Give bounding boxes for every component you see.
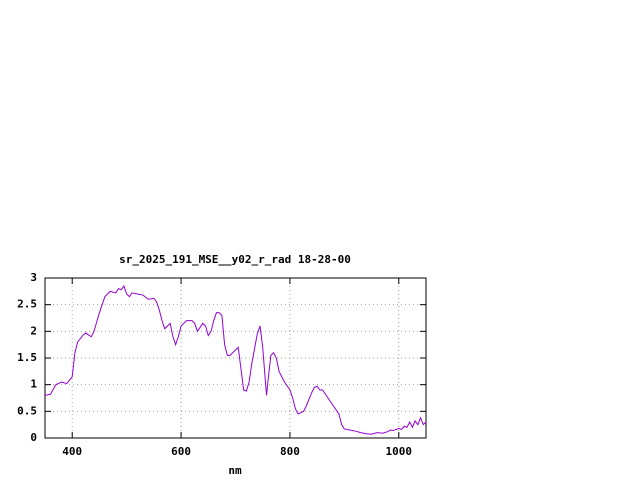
x-tick-label: 600	[171, 445, 191, 458]
plot-frame	[44, 277, 427, 439]
y-tick-label: 3	[30, 271, 37, 284]
y-tick-label: 2	[30, 324, 37, 337]
y-tick-label: 1.5	[17, 351, 37, 364]
y-tick-label: 2.5	[17, 298, 37, 311]
x-tick-label: 800	[280, 445, 300, 458]
x-tick-label: 1000	[386, 445, 413, 458]
y-tick-label: 1	[30, 378, 37, 391]
chart-title: sr_2025_191_MSE__y02_r_rad 18-28-00	[119, 253, 351, 266]
x-axis-label: nm	[228, 464, 242, 477]
data-line	[44, 284, 427, 435]
x-tick-label: 400	[62, 445, 82, 458]
y-tick-label: 0.5	[17, 404, 37, 417]
y-tick-label: 0	[30, 431, 37, 444]
